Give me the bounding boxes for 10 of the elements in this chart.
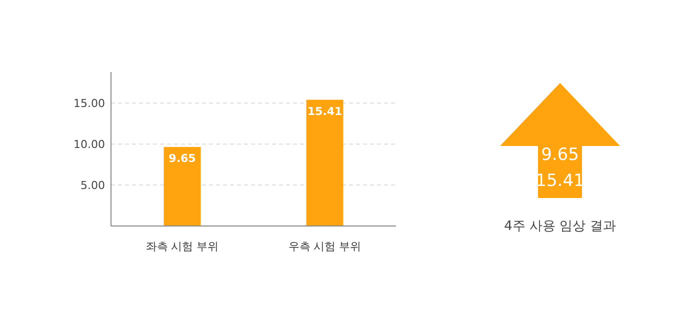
data-label: 9.65 [168, 152, 196, 165]
y-tick-label: 15.00 [74, 97, 105, 110]
text: 15.41 [536, 171, 584, 191]
x-tick-label: 좌측 시험 부위 [146, 240, 219, 253]
x-tick-label: 우측 시험 부위 [288, 240, 362, 253]
y-tick-label: 10.00 [74, 138, 105, 152]
text: 4주 사용 임상 결과 [504, 219, 616, 234]
text: 9.65 [541, 145, 579, 165]
y-tick-label: 5.00 [80, 179, 105, 192]
data-label: 15.41 [307, 104, 342, 118]
